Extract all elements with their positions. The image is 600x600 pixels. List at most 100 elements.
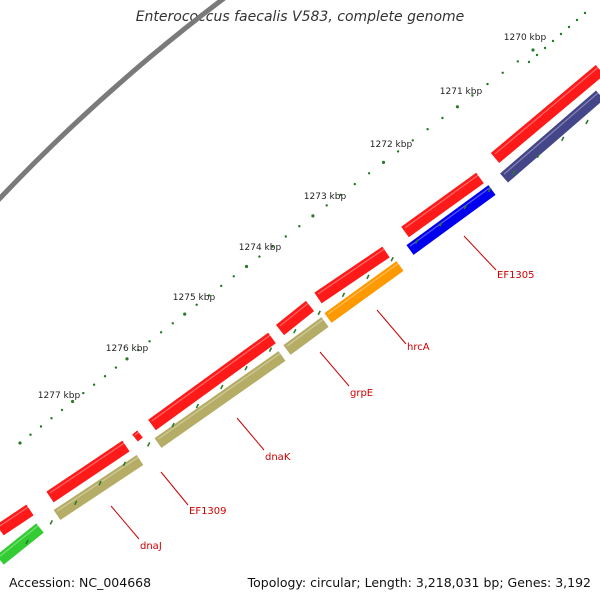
gene-bar-dnaJ — [53, 454, 144, 521]
minor-tick — [396, 150, 400, 153]
cds-track-segment — [132, 430, 143, 442]
minor-tick — [325, 204, 328, 207]
track-tick — [268, 347, 273, 352]
cds-track-segment — [314, 246, 390, 304]
minor-tick — [159, 331, 163, 334]
track-tick — [390, 256, 394, 262]
cds-track-segment-highlight — [134, 430, 141, 436]
track-tick — [463, 204, 468, 210]
minor-tick — [298, 225, 301, 228]
cds-track-segment-highlight — [404, 173, 481, 229]
minor-tick — [271, 245, 274, 248]
major-tick — [18, 441, 22, 445]
minor-tick — [535, 53, 539, 57]
minor-tick — [527, 60, 531, 64]
minor-tick — [551, 39, 555, 43]
gene-bar-dnaK — [154, 351, 286, 448]
cds-track-segment — [401, 172, 484, 238]
track-tick — [366, 274, 370, 280]
major-tick — [244, 264, 249, 269]
major-tick — [71, 399, 75, 404]
gene-bar-hrcA-highlight — [327, 261, 401, 315]
scale-label: 1276 kbp — [106, 344, 149, 354]
gene-bar-EF1305-highlight — [409, 185, 493, 247]
track-tick — [25, 539, 29, 545]
cds-track-segment — [46, 440, 130, 503]
gene-label-grpE[interactable]: grpE — [350, 388, 373, 399]
genome-summary-text: Topology: circular; Length: 3,218,031 bp… — [247, 575, 591, 590]
minor-tick — [501, 71, 504, 75]
genome-backbone — [0, 0, 226, 203]
minor-tick — [258, 255, 261, 258]
gene-label-dnaK[interactable]: dnaK — [265, 452, 291, 463]
cds-track-segment-highlight — [151, 333, 273, 422]
downstream-feature-bar — [0, 523, 44, 565]
minor-tick — [567, 25, 571, 29]
track-tick — [487, 187, 492, 193]
track-tick — [146, 442, 151, 447]
gene-bar-dnaJ-highlight — [56, 455, 141, 512]
cds-track-segment — [490, 65, 600, 163]
minor-tick — [486, 82, 489, 86]
minor-tick — [411, 139, 414, 142]
gene-bar-hrcA — [324, 261, 404, 323]
gene-label-EF1305[interactable]: EF1305 — [497, 270, 535, 281]
gene-bar-dnaK-highlight — [157, 351, 283, 440]
track-tick — [98, 480, 102, 486]
cds-track-segment-highlight — [49, 441, 127, 494]
scale-label: 1275 kbp — [173, 293, 216, 303]
scale-label: 1277 kbp — [38, 391, 81, 401]
label-leader-dnaK — [236, 417, 265, 451]
track-tick — [293, 328, 297, 334]
gene-label-hrcA[interactable]: hrcA — [407, 342, 430, 353]
label-leader-dnaJ — [110, 505, 140, 540]
minor-tick — [148, 340, 151, 343]
minor-tick — [220, 284, 223, 288]
major-tick — [531, 48, 535, 52]
gene-label-dnaJ[interactable]: dnaJ — [140, 541, 162, 552]
gene-bar-grpE-highlight — [286, 317, 326, 347]
minor-tick — [367, 172, 371, 175]
gene-bar-grpE — [283, 317, 329, 355]
minor-tick — [353, 182, 356, 186]
minor-tick — [195, 303, 198, 306]
scale-label: 1271 kbp — [440, 87, 483, 97]
scale-label: 1270 kbp — [504, 33, 547, 43]
track-tick — [122, 461, 127, 467]
minor-tick — [29, 433, 32, 436]
minor-tick — [103, 375, 107, 378]
label-leader-grpE — [319, 351, 350, 387]
track-tick — [341, 292, 346, 298]
minor-tick — [82, 391, 85, 395]
label-leader-EF1305 — [463, 235, 497, 271]
minor-tick — [543, 46, 547, 50]
scale-label: 1272 kbp — [370, 140, 413, 150]
minor-tick — [426, 128, 429, 131]
cds-track-segment-highlight — [279, 301, 311, 327]
track-tick — [439, 221, 443, 227]
track-tick — [220, 384, 224, 390]
accession-text: Accession: NC_004668 — [9, 575, 152, 590]
gene-bar-EF1305 — [406, 185, 496, 255]
minor-tick — [207, 294, 211, 297]
minor-tick — [39, 425, 43, 428]
upstream-feature-bar — [500, 90, 600, 183]
major-tick — [455, 105, 459, 109]
minor-tick — [471, 94, 474, 97]
minor-tick — [339, 193, 342, 196]
track-tick — [49, 520, 54, 525]
cds-track-segment — [275, 300, 315, 336]
cds-track-segment-highlight — [494, 65, 600, 155]
minor-tick — [92, 383, 96, 386]
minor-tick — [441, 116, 444, 120]
minor-tick — [171, 322, 174, 325]
major-tick — [311, 214, 315, 218]
upstream-feature-bar-highlight — [503, 90, 600, 175]
track-tick — [195, 403, 200, 409]
scale-label: 1273 kbp — [304, 192, 347, 202]
gene-label-EF1309[interactable]: EF1309 — [189, 506, 227, 517]
major-tick — [125, 357, 129, 361]
minor-tick — [137, 348, 140, 352]
cds-track-segment — [148, 332, 276, 431]
